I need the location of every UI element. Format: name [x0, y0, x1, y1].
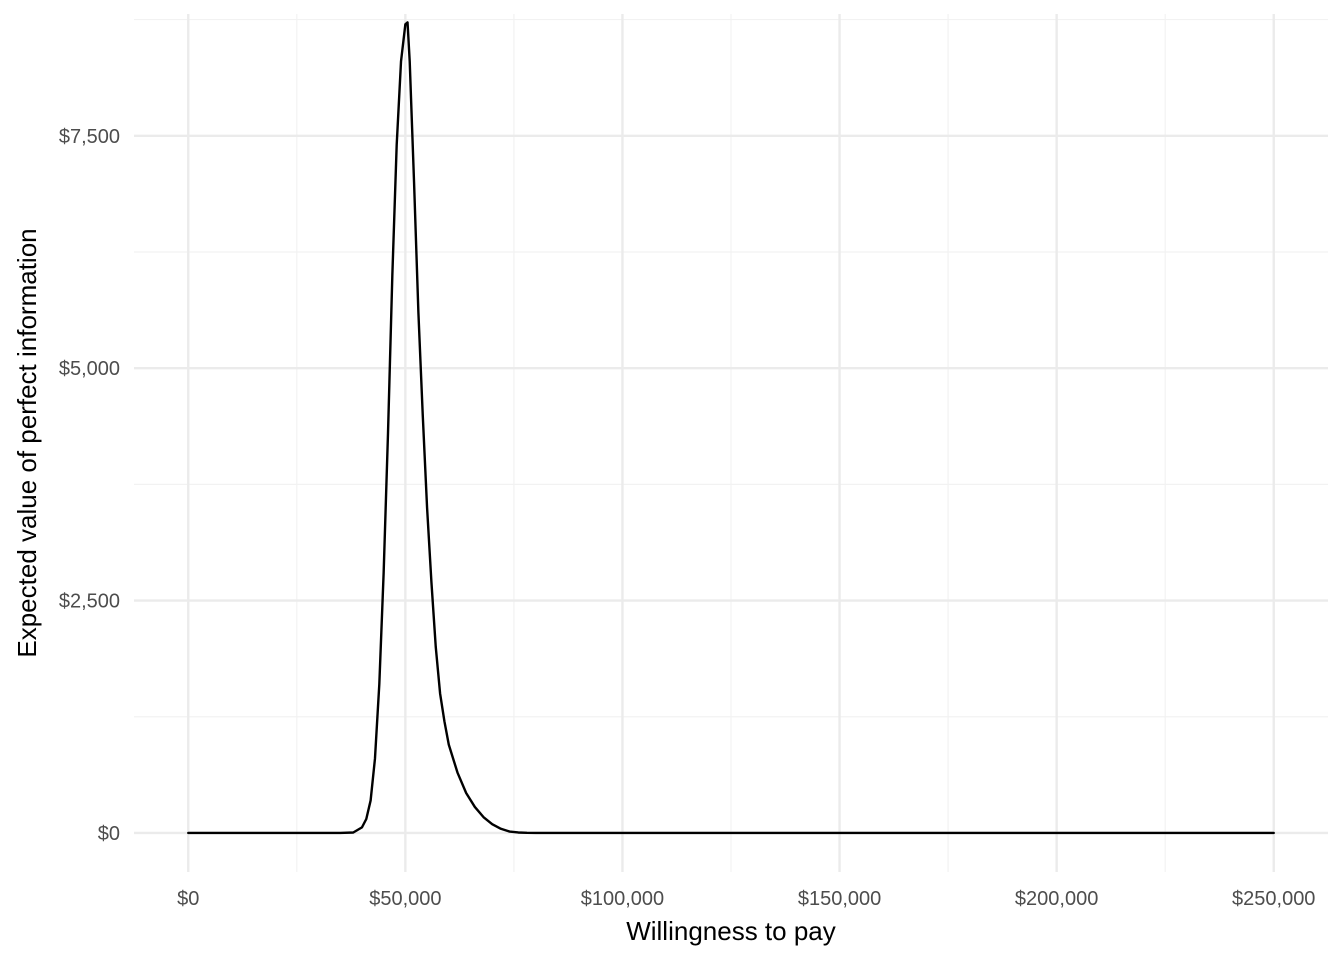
x-tick-label: $50,000: [369, 888, 441, 910]
series-layer: [187, 21, 1275, 835]
y-tick-labels: $0 $2,500 $5,000 $7,500: [59, 126, 120, 845]
y-axis-title: Expected value of perfect information: [12, 228, 42, 657]
y-tick-label: $2,500: [59, 591, 120, 613]
y-tick-label: $5,000: [59, 358, 120, 380]
x-tick-label: $200,000: [1015, 888, 1098, 910]
y-tick-label: $0: [98, 823, 120, 845]
x-tick-label: $0: [177, 888, 199, 910]
major-gridlines: [134, 14, 1328, 872]
evpi-line: [187, 21, 1275, 835]
minor-gridlines: [134, 14, 1328, 872]
x-axis-title: Willingness to pay: [626, 916, 836, 946]
x-tick-labels: $0 $50,000 $100,000 $150,000 $200,000 $250,00…: [177, 888, 1315, 910]
x-tick-label: $100,000: [581, 888, 664, 910]
x-tick-label: $250,000: [1232, 888, 1315, 910]
x-tick-label: $150,000: [798, 888, 881, 910]
y-tick-label: $7,500: [59, 126, 120, 148]
